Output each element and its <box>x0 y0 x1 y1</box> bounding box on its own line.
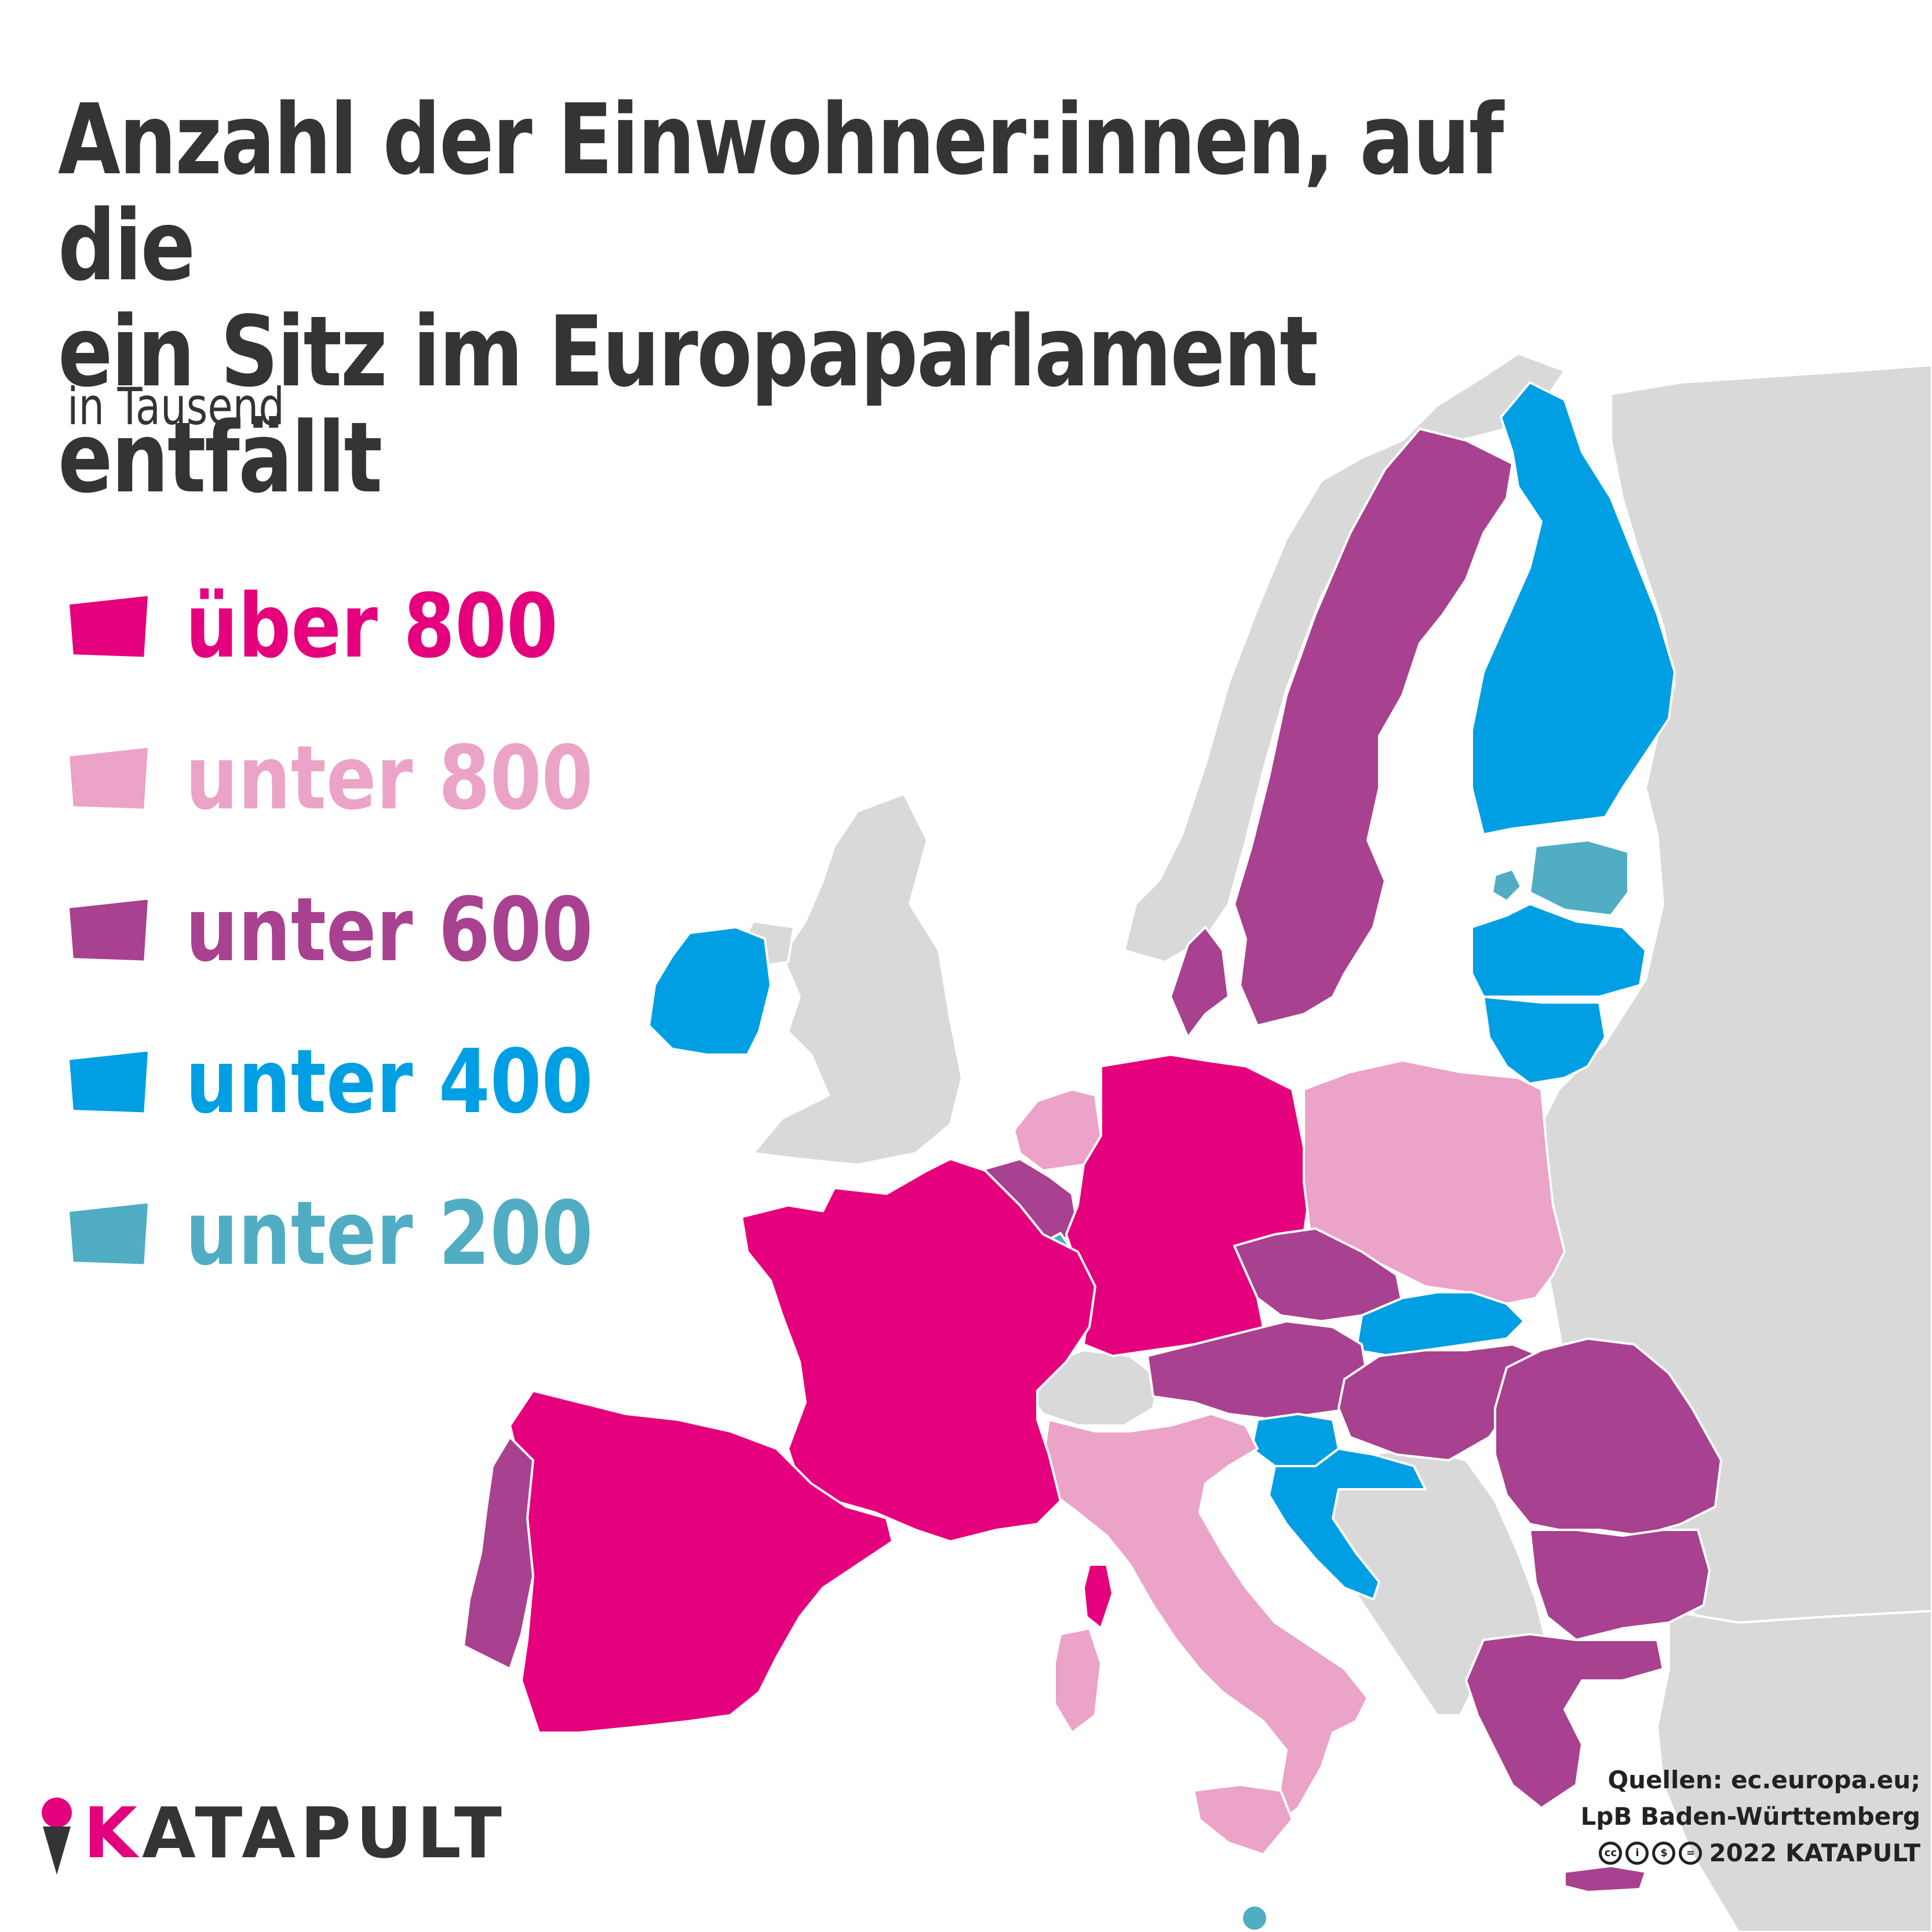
country-italy-sardinia <box>1054 1627 1102 1734</box>
country-denmark <box>1169 926 1230 1038</box>
legend-swatch <box>70 1203 148 1264</box>
brand-name: KATAPULT <box>83 1794 506 1874</box>
country-ireland <box>648 926 772 1056</box>
katapult-logo: KATAPULT <box>41 1791 506 1878</box>
legend-label: unter 400 <box>185 1030 593 1133</box>
sources: Quellen: ec.europa.eu; LpB Baden-Württem… <box>1581 1762 1920 1871</box>
nd-icon: = <box>1679 1841 1703 1865</box>
legend-item-over-800: über 800 <box>70 551 670 702</box>
country-greece-crete <box>1563 1865 1647 1893</box>
cc-icon: cc <box>1599 1841 1623 1865</box>
license: cc i $ = 2022 KATAPULT <box>1581 1835 1920 1871</box>
non-eu-turkey <box>1656 1610 1932 1932</box>
legend-item-under-800: unter 800 <box>70 702 670 854</box>
title-line-1: Anzahl der Einwohner:innen, auf die <box>58 83 1504 303</box>
title-line-2: ein Sitz im Europaparlament entfällt <box>58 295 1318 515</box>
copyright: 2022 KATAPULT <box>1709 1839 1920 1867</box>
legend-item-under-200: unter 200 <box>70 1158 670 1310</box>
legend-label: unter 600 <box>185 878 593 981</box>
country-bulgaria <box>1529 1529 1711 1641</box>
country-italy-sicily <box>1193 1784 1293 1856</box>
non-eu-uk <box>752 793 963 1166</box>
country-croatia <box>1268 1448 1427 1601</box>
country-estonia-saaremaa <box>1491 868 1522 902</box>
legend-swatch <box>70 899 148 961</box>
country-greece <box>1465 1633 1664 1809</box>
by-icon: i <box>1625 1841 1649 1865</box>
legend-item-under-600: unter 600 <box>70 854 670 1006</box>
nc-icon: $ <box>1652 1841 1676 1865</box>
country-italy <box>1042 1413 1369 1827</box>
country-sweden <box>1233 428 1514 1027</box>
legend-swatch <box>70 1051 148 1113</box>
country-spain <box>509 1390 894 1734</box>
subtitle: in Tausend <box>67 377 285 436</box>
country-portugal <box>462 1436 534 1670</box>
country-latvia <box>1471 903 1647 998</box>
country-france <box>741 1158 1096 1543</box>
sources-line-2: LpB Baden-Württemberg <box>1580 1802 1920 1831</box>
ice-cream-icon <box>42 1798 72 1875</box>
legend-label: über 800 <box>185 575 558 677</box>
country-france-corsica <box>1082 1563 1114 1630</box>
legend-label: unter 800 <box>185 727 593 829</box>
sources-line-1: Quellen: ec.europa.eu; <box>1607 1766 1920 1794</box>
legend-swatch <box>70 596 148 657</box>
legend-item-under-400: unter 400 <box>70 1006 670 1158</box>
page-title: Anzahl der Einwohner:innen, auf die ein … <box>58 86 1578 511</box>
legend-swatch <box>70 748 148 809</box>
legend-label: unter 200 <box>185 1182 593 1285</box>
country-malta <box>1241 1904 1268 1932</box>
legend: über 800 unter 800 unter 600 unter 400 u… <box>70 551 670 1310</box>
country-finland <box>1471 381 1676 836</box>
country-estonia <box>1529 839 1630 917</box>
country-lithuania <box>1482 996 1606 1085</box>
country-romania <box>1494 1337 1722 1537</box>
